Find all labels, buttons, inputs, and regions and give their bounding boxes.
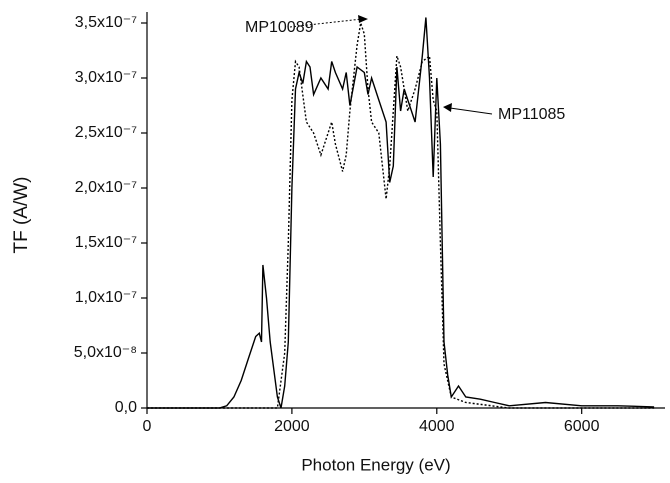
x-tick-label: 4000 (419, 418, 455, 435)
y-tick-label: 5,0x10⁻⁸ (74, 344, 137, 361)
y-tick-label: 2,5x10⁻⁷ (75, 124, 137, 141)
x-tick-label: 2000 (274, 418, 310, 435)
series-annotation: MP10089 (245, 19, 314, 36)
series-line (147, 17, 655, 409)
arrow-head (443, 103, 452, 112)
y-axis-title: TF (A/W) (11, 176, 32, 253)
y-tick-label: 3,5x10⁻⁷ (75, 14, 137, 31)
y-tick-label: 1,0x10⁻⁷ (75, 289, 137, 306)
y-tick-label: 3,0x10⁻⁷ (75, 69, 137, 86)
series-line (147, 22, 655, 409)
y-tick-label: 0,0 (115, 399, 137, 416)
x-axis-title: Photon Energy (eV) (301, 455, 450, 474)
series-annotation: MP11085 (498, 106, 565, 123)
y-tick-label: 1,5x10⁻⁷ (75, 234, 137, 251)
arrow-head (358, 15, 368, 23)
annotation-arrow (289, 18, 363, 28)
x-tick-label: 0 (143, 418, 152, 435)
annotation-arrow (449, 107, 493, 115)
y-tick-label: 2,0x10⁻⁷ (75, 179, 137, 196)
x-tick-label: 6000 (564, 418, 600, 435)
